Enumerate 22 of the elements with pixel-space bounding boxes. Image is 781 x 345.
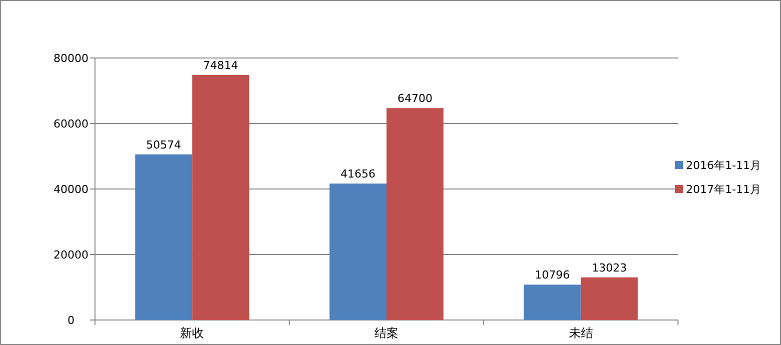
- legend-label: 2017年1-11月: [686, 183, 761, 196]
- legend-label: 2016年1-11月: [686, 159, 761, 172]
- y-tick-label: 40000: [54, 183, 88, 196]
- bar: [386, 108, 444, 320]
- y-tick-label: 60000: [54, 118, 88, 130]
- data-label: 10796: [534, 268, 570, 282]
- bar: [330, 184, 386, 320]
- data-label: 50574: [146, 138, 182, 152]
- x-tick-label: 未结: [568, 326, 593, 340]
- y-tick-label: 0: [68, 314, 74, 327]
- x-tick-label: 结案: [374, 326, 398, 340]
- bar: [192, 74, 250, 320]
- bar: [580, 277, 638, 320]
- data-label: 74814: [203, 58, 238, 72]
- bar: [524, 284, 581, 320]
- y-tick-label: 80000: [54, 52, 88, 65]
- data-label: 41656: [340, 168, 376, 181]
- y-tick-label: 20000: [54, 248, 88, 262]
- x-tick-label: 新收: [180, 326, 204, 340]
- data-label: 64700: [398, 92, 432, 106]
- data-label: 13023: [592, 261, 627, 274]
- bar: [135, 154, 192, 320]
